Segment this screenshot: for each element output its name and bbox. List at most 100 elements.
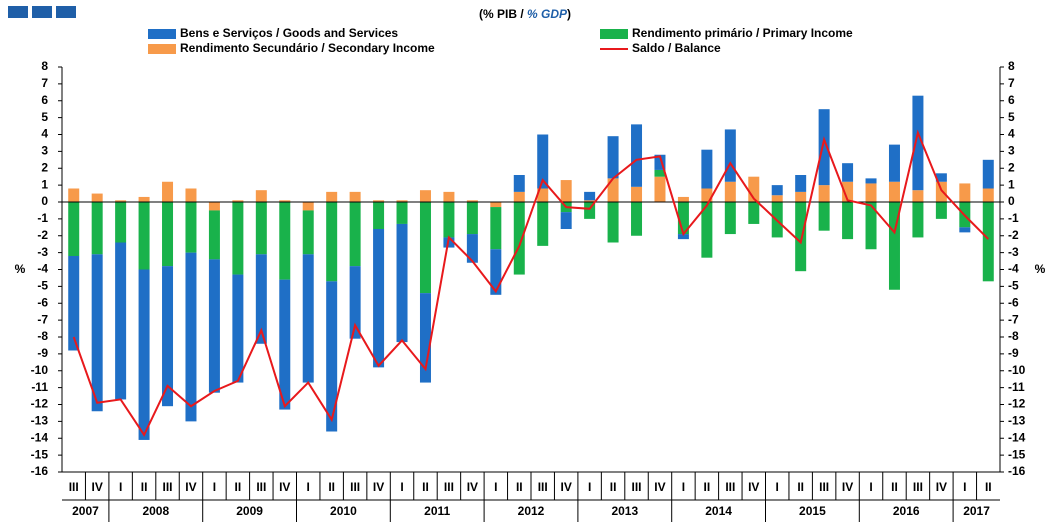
x-tick-label: I xyxy=(588,480,591,494)
bar-segment xyxy=(888,144,900,182)
bar-segment xyxy=(748,176,760,202)
logo-block xyxy=(8,6,28,18)
bar-segment xyxy=(443,202,455,238)
subtitle: (% PIB / % GDP) xyxy=(479,7,571,21)
y-tick-label: 8 xyxy=(41,59,48,73)
bar-segment xyxy=(935,202,947,219)
bar-segment xyxy=(185,202,197,253)
x-tick-label: IV xyxy=(92,480,103,494)
bar-segment xyxy=(68,256,80,351)
bar-segment xyxy=(654,176,666,202)
bar-segment xyxy=(232,202,244,275)
x-tick-label: II xyxy=(328,480,335,494)
x-tick-label: IV xyxy=(561,480,572,494)
bar-segment xyxy=(701,149,713,189)
bar-segment xyxy=(513,175,525,192)
bar-segment xyxy=(466,234,478,263)
y-tick-label: -14 xyxy=(31,430,49,444)
bar-segment xyxy=(818,185,830,202)
bar-segment xyxy=(677,196,689,202)
subtitle-part: % GDP xyxy=(527,7,568,21)
logo-block xyxy=(32,6,52,18)
bar-segment xyxy=(185,188,197,202)
bar-segment xyxy=(795,175,807,192)
x-tick-label: I xyxy=(213,480,216,494)
bar-segment xyxy=(208,202,220,211)
x-tick-label: III xyxy=(538,480,548,494)
y2-tick-label: -2 xyxy=(1008,228,1019,242)
x-tick-label: III xyxy=(913,480,923,494)
y2-tick-label: -8 xyxy=(1008,329,1019,343)
y-tick-label: -12 xyxy=(31,397,49,411)
y2-tick-label: -11 xyxy=(1008,380,1025,394)
bar-segment xyxy=(748,202,760,224)
y2-tick-label: -16 xyxy=(1008,464,1026,478)
y-tick-label: -15 xyxy=(31,447,49,461)
y-tick-label: 7 xyxy=(41,76,48,90)
y2-tick-label: 6 xyxy=(1008,93,1015,107)
bar-segment xyxy=(115,242,127,400)
bar-segment xyxy=(513,191,525,202)
y2-tick-label: -6 xyxy=(1008,295,1019,309)
bar-segment xyxy=(607,202,619,243)
bar-segment xyxy=(631,124,643,187)
bar-segment xyxy=(162,202,174,267)
bar-segment xyxy=(349,191,361,202)
year-label: 2010 xyxy=(330,504,357,518)
x-tick-label: III xyxy=(632,480,642,494)
bar-segment xyxy=(818,109,830,186)
x-tick-label: IV xyxy=(654,480,665,494)
bar-segment xyxy=(724,181,736,202)
bar-segment xyxy=(842,181,854,202)
x-tick-label: III xyxy=(444,480,454,494)
x-tick-label: II xyxy=(985,480,992,494)
year-label: 2016 xyxy=(893,504,920,518)
bar-segment xyxy=(91,202,103,255)
bar-segment xyxy=(232,274,244,383)
bar-segment xyxy=(865,183,877,202)
bar-segment xyxy=(982,159,994,189)
x-tick-label: II xyxy=(891,480,898,494)
bar-segment xyxy=(419,190,431,202)
bar-segment xyxy=(255,202,267,255)
bar-segment xyxy=(68,188,80,202)
bar-segment xyxy=(701,202,713,258)
bar-segment xyxy=(349,202,361,267)
year-label: 2014 xyxy=(705,504,732,518)
bar-segment xyxy=(466,200,478,202)
bar-segment xyxy=(443,191,455,202)
y2-tick-label: -9 xyxy=(1008,346,1019,360)
bar-segment xyxy=(888,181,900,202)
bar-segment xyxy=(560,212,572,229)
y-tick-label: -11 xyxy=(31,380,48,394)
x-tick-label: II xyxy=(610,480,617,494)
bar-segment xyxy=(865,178,877,184)
bar-segment xyxy=(396,200,408,202)
y2-tick-label: -14 xyxy=(1008,430,1026,444)
bar-segment xyxy=(138,202,150,270)
y-tick-label: -16 xyxy=(31,464,49,478)
bar-segment xyxy=(631,202,643,236)
bar-segment xyxy=(162,181,174,202)
x-tick-label: I xyxy=(776,480,779,494)
year-label: 2015 xyxy=(799,504,826,518)
bar-segment xyxy=(818,202,830,231)
bar-segment xyxy=(138,269,150,440)
bar-segment xyxy=(607,136,619,179)
bar-segment xyxy=(466,202,478,235)
bar-segment xyxy=(396,202,408,224)
bar-segment xyxy=(584,202,596,219)
y2-tick-label: -13 xyxy=(1008,414,1026,428)
bar-segment xyxy=(302,202,314,211)
bar-segment xyxy=(91,193,103,202)
bar-segment xyxy=(842,202,854,240)
bar-segment xyxy=(771,195,783,202)
bar-segment xyxy=(162,266,174,407)
y-tick-label: -8 xyxy=(37,329,48,343)
y2-tick-label: -15 xyxy=(1008,447,1026,461)
bar-segment xyxy=(631,186,643,202)
bar-segment xyxy=(701,188,713,202)
bar-segment xyxy=(419,202,431,294)
bar-segment xyxy=(982,188,994,202)
bar-segment xyxy=(279,202,291,280)
